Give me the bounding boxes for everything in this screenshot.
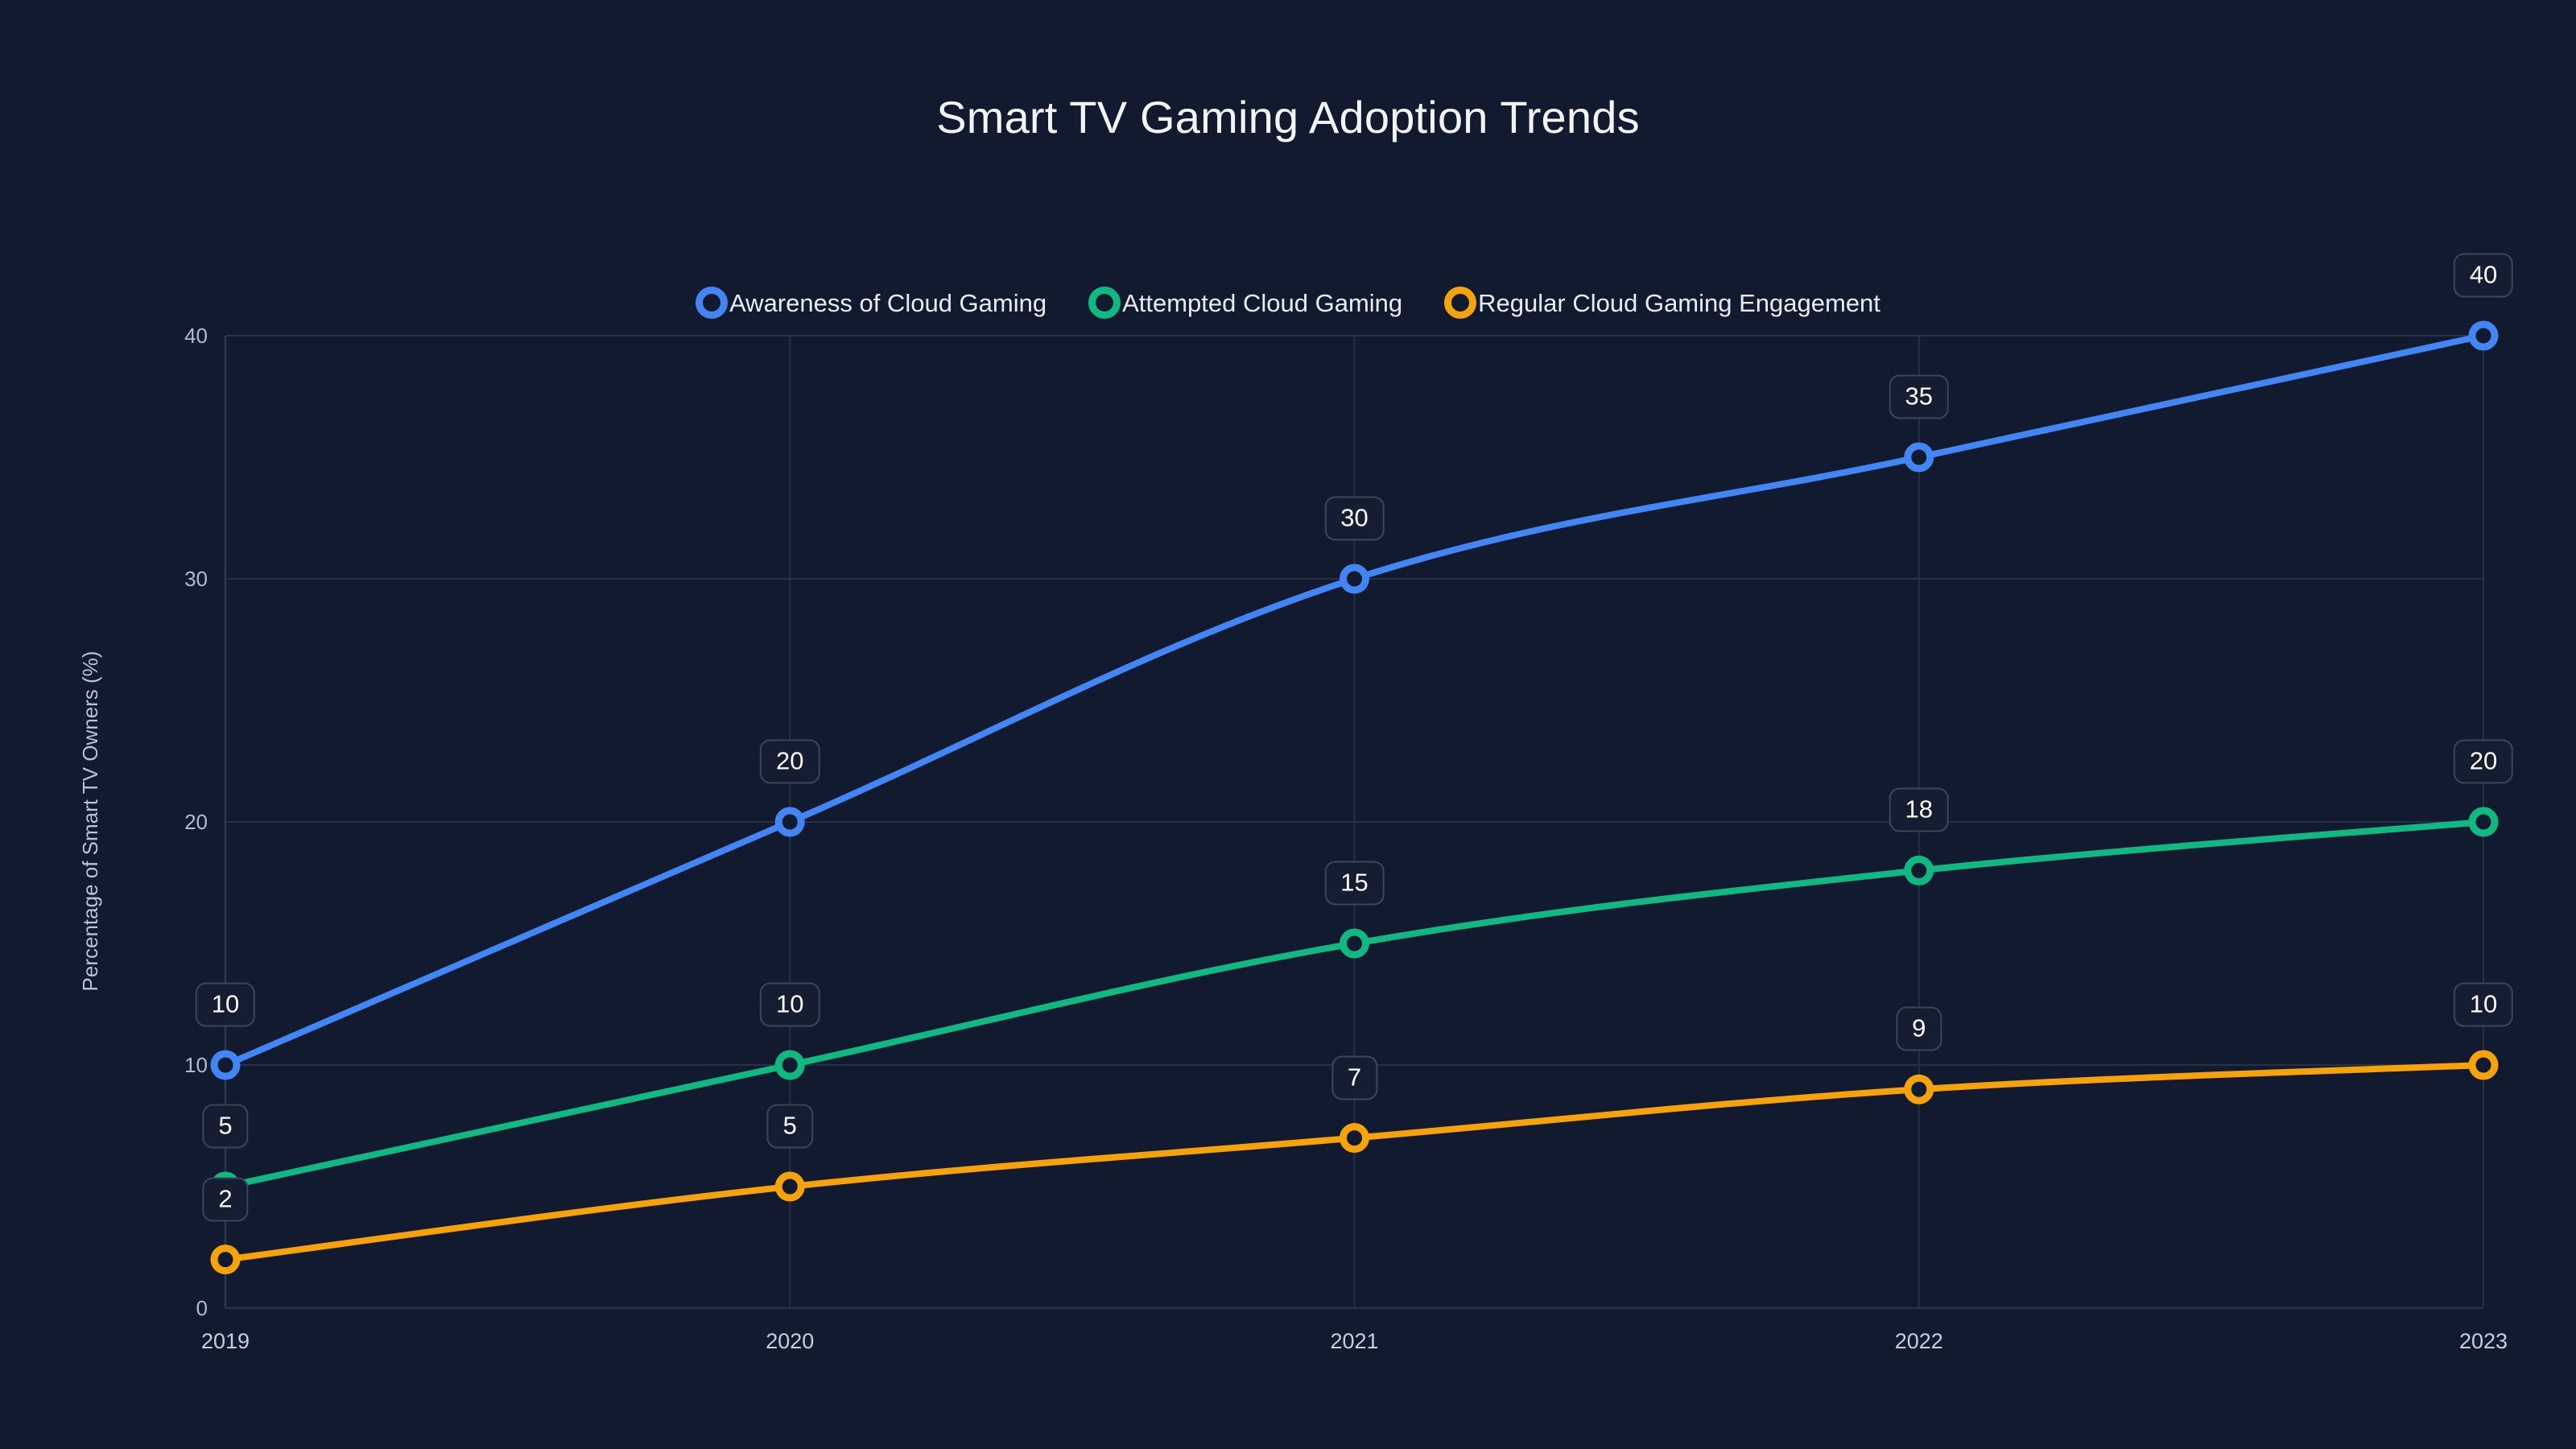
data-point-marker[interactable] — [774, 1171, 805, 1202]
data-point-marker[interactable] — [2468, 320, 2499, 351]
data-point-label: 30 — [1324, 496, 1385, 541]
chart-title: Smart TV Gaming Adoption Trends — [936, 92, 1640, 142]
y-tick-label: 30 — [184, 567, 208, 591]
x-tick-label: 2020 — [766, 1329, 815, 1353]
data-point-marker[interactable] — [2468, 807, 2499, 837]
data-point-marker[interactable] — [1904, 442, 1934, 473]
data-point-label: 40 — [2453, 253, 2514, 298]
y-tick-label: 0 — [196, 1296, 208, 1320]
data-point-label: 10 — [2453, 982, 2514, 1027]
data-point-label: 20 — [2453, 739, 2514, 784]
data-point-marker[interactable] — [774, 807, 805, 837]
data-point-marker[interactable] — [1904, 1074, 1934, 1104]
data-point-marker[interactable] — [210, 1245, 241, 1275]
data-point-label: 7 — [1331, 1055, 1378, 1100]
data-point-marker[interactable] — [774, 1050, 805, 1080]
x-tick-label: 2019 — [200, 1329, 250, 1353]
y-tick-label: 20 — [184, 810, 208, 834]
data-point-marker[interactable] — [210, 1050, 241, 1080]
data-point-marker[interactable] — [1904, 855, 1934, 886]
x-tick-label: 2022 — [1894, 1329, 1943, 1353]
data-point-label: 5 — [766, 1104, 813, 1149]
y-tick-label: 10 — [184, 1053, 208, 1077]
data-point-label: 20 — [760, 739, 820, 784]
data-point-label: 5 — [202, 1104, 249, 1149]
grid-lines — [225, 335, 2484, 1310]
x-tick-label: 2023 — [2458, 1329, 2508, 1353]
data-point-label: 9 — [1896, 1006, 1942, 1051]
data-point-marker[interactable] — [1340, 1123, 1369, 1154]
data-point-label: 2 — [202, 1177, 249, 1222]
data-point-label: 10 — [760, 982, 820, 1027]
data-point-label: 18 — [1889, 787, 1949, 832]
x-tick-label: 2021 — [1330, 1329, 1379, 1353]
data-point-label: 35 — [1889, 374, 1949, 419]
data-point-label: 10 — [195, 982, 256, 1027]
y-tick-label: 40 — [184, 324, 208, 348]
data-point-marker[interactable] — [1340, 564, 1369, 594]
data-point-marker[interactable] — [2468, 1050, 2499, 1080]
data-point-label: 15 — [1324, 861, 1385, 906]
data-point-marker[interactable] — [1340, 928, 1369, 959]
